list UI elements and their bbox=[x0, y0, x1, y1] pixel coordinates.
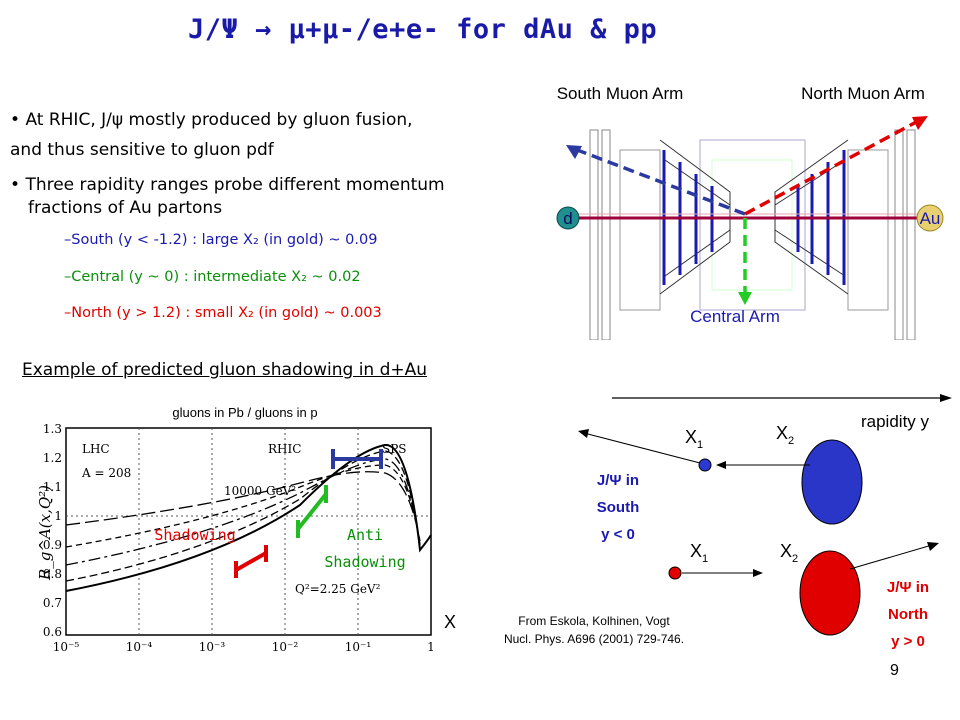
mass-number-label: A = 208 bbox=[81, 466, 131, 480]
south-label-1: J/Ψ in bbox=[597, 472, 639, 489]
shadowing-label: Shadowing bbox=[154, 526, 235, 544]
y-axis-label: R_g^A(x,Q²) bbox=[36, 485, 54, 581]
deuteron-ball bbox=[556, 206, 580, 230]
bullet-1: • At RHIC, J/ψ mostly produced by gluon … bbox=[10, 110, 413, 130]
rapidity-label: rapidity y bbox=[861, 412, 930, 431]
deuteron-parton-north bbox=[668, 566, 682, 580]
x-tick: 10⁻² bbox=[272, 640, 299, 654]
north-label-1: J/Ψ in bbox=[887, 579, 929, 596]
gluon-shadowing-plot: gluons in Pb / gluons in p 1.3 1.2 1.1 1… bbox=[36, 405, 456, 654]
antishadowing-label-1: Anti bbox=[347, 526, 383, 544]
y-tick: 1.3 bbox=[43, 422, 62, 436]
south-range: –South (y < -1.2) : large X₂ (in gold) ~… bbox=[64, 232, 378, 248]
central-arm-label: Central Arm bbox=[690, 307, 780, 326]
bullet-1-line-2: and thus sensitive to gluon pdf bbox=[10, 140, 274, 160]
d-label: d bbox=[563, 209, 572, 228]
bullet-2-line-2: fractions of Au partons bbox=[28, 198, 223, 218]
north-label-2: North bbox=[888, 606, 928, 623]
x-tick: 10⁻¹ bbox=[345, 640, 371, 654]
x1-top-label: X1 bbox=[685, 427, 703, 451]
rapidity-diagram: rapidity y X1 X2 J/Ψ in South y < 0 X1 X… bbox=[578, 394, 952, 650]
x2-bottom-label: X2 bbox=[780, 541, 798, 565]
x-axis-label: X bbox=[444, 612, 456, 632]
central-range: –Central (y ~ 0) : intermediate X₂ ~ 0.0… bbox=[64, 269, 361, 285]
y-tick: 0.9 bbox=[43, 538, 62, 552]
x2-top-label: X2 bbox=[776, 423, 794, 447]
bullet-2: • Three rapidity ranges probe different … bbox=[10, 175, 445, 195]
slide-title: J/Ψ → μ+μ-/e+e- for dAu & pp bbox=[188, 14, 658, 45]
example-heading: Example of predicted gluon shadowing in … bbox=[22, 360, 428, 380]
south-label-2: South bbox=[597, 499, 640, 516]
q-high-label: 10000 GeV² bbox=[224, 484, 296, 498]
phenix-detector-diagram: d Au South Muon Arm North Muon Arm Centr… bbox=[556, 84, 944, 340]
y-tick: 0.8 bbox=[43, 567, 62, 581]
y-tick: 0.6 bbox=[43, 625, 62, 639]
bullet-1-line-1: At RHIC, J/ψ mostly produced by gluon fu… bbox=[25, 110, 413, 130]
south-label-3: y < 0 bbox=[601, 526, 635, 543]
rhic-label: RHIC bbox=[268, 442, 301, 456]
antishadowing-label-2: Shadowing bbox=[324, 553, 405, 571]
x-tick: 10⁻³ bbox=[199, 640, 226, 654]
south-muon-arm-label: South Muon Arm bbox=[557, 84, 684, 103]
north-range: –North (y > 1.2) : small X₂ (in gold) ~ … bbox=[64, 305, 382, 321]
north-muon-arm-label: North Muon Arm bbox=[801, 84, 925, 103]
y-tick: 1.2 bbox=[43, 451, 62, 465]
citation-line-1: From Eskola, Kolhinen, Vogt bbox=[518, 614, 670, 628]
gold-ball bbox=[916, 204, 944, 232]
gold-nucleus-north bbox=[799, 550, 861, 636]
au-label: Au bbox=[920, 209, 941, 228]
x-tick: 10⁻⁵ bbox=[53, 640, 80, 654]
y-tick: 0.7 bbox=[43, 596, 62, 610]
y-tick: 1.1 bbox=[43, 480, 62, 494]
citation: From Eskola, Kolhinen, Vogt Nucl. Phys. … bbox=[478, 612, 710, 648]
bullet-2-line-1: Three rapidity ranges probe different mo… bbox=[25, 175, 445, 195]
plot-title: gluons in Pb / gluons in p bbox=[172, 405, 317, 420]
page-number: 9 bbox=[890, 662, 899, 679]
gold-nucleus-south bbox=[801, 439, 863, 525]
lhc-label: LHC bbox=[82, 442, 110, 456]
deuteron-parton-south bbox=[698, 458, 712, 472]
x-tick: 1 bbox=[427, 640, 435, 654]
x1-bottom-label: X1 bbox=[690, 541, 708, 565]
q-low-label: Q²=2.25 GeV² bbox=[295, 582, 381, 596]
north-label-3: y > 0 bbox=[891, 633, 925, 650]
citation-line-2: Nucl. Phys. A696 (2001) 729-746. bbox=[503, 632, 685, 646]
y-tick: 1 bbox=[54, 509, 62, 523]
x-tick: 10⁻⁴ bbox=[126, 640, 153, 654]
